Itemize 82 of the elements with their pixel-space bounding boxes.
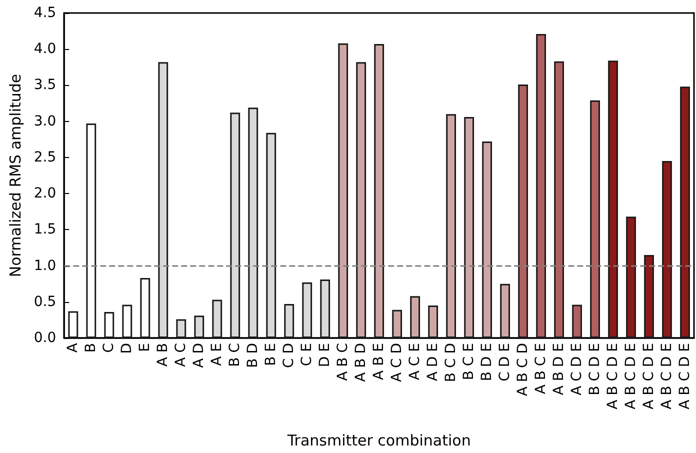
bar xyxy=(590,100,600,338)
bar xyxy=(428,306,438,338)
bar xyxy=(104,312,114,338)
x-tick-label: A D xyxy=(191,343,208,368)
bar xyxy=(122,304,132,338)
y-tick-label: 1.0 xyxy=(34,258,56,274)
x-tick-label: A C D xyxy=(389,343,406,382)
x-tick-label: B xyxy=(83,343,100,353)
bar xyxy=(194,316,204,338)
x-tick-label: A B C E xyxy=(533,343,550,394)
bar xyxy=(536,34,546,338)
bar xyxy=(158,62,168,338)
x-tick-label: A B xyxy=(155,343,172,367)
x-tick-label: C D E xyxy=(497,343,514,382)
bar xyxy=(374,44,384,338)
y-tick-label: 3.0 xyxy=(34,113,56,130)
x-tick-label: B D xyxy=(245,343,262,368)
bar xyxy=(248,108,258,338)
bar xyxy=(464,117,474,338)
bar xyxy=(230,112,240,338)
x-tick-label: B C D xyxy=(443,343,460,382)
bar xyxy=(356,62,366,338)
bar xyxy=(392,310,402,338)
x-tick-label: C xyxy=(101,342,118,353)
bar xyxy=(500,284,510,338)
x-tick-label: A B C D E xyxy=(605,343,622,410)
y-tick-label: 3.5 xyxy=(34,77,56,94)
bar xyxy=(338,43,348,338)
x-tick-label: A B C D E xyxy=(677,343,693,410)
y-tick-label: 4.0 xyxy=(34,41,56,58)
x-tick-label: C E xyxy=(299,343,316,366)
y-axis-title: Normalized RMS amplitude xyxy=(6,74,24,278)
x-tick-label: B C xyxy=(227,342,244,367)
x-tick-label: D E xyxy=(317,343,334,368)
bar xyxy=(446,114,456,338)
bar xyxy=(86,124,96,338)
bar xyxy=(482,142,492,338)
bar xyxy=(410,296,420,338)
x-tick-label: A B C D E xyxy=(623,343,640,410)
x-tick-label: A B C D E xyxy=(641,343,658,410)
bar xyxy=(662,161,672,338)
x-tick-label: A C E xyxy=(407,343,424,380)
bar xyxy=(608,60,618,338)
y-tick-label: 0.5 xyxy=(34,294,56,310)
bar xyxy=(68,311,78,338)
bar xyxy=(176,319,186,338)
bar xyxy=(284,304,294,338)
x-tick-label: A B C D E xyxy=(659,343,676,410)
bar xyxy=(554,61,564,338)
x-tick-label: E xyxy=(137,343,154,352)
y-tick-label: 1.5 xyxy=(34,222,56,238)
x-tick-label: A B D xyxy=(353,343,370,382)
bar xyxy=(212,300,222,338)
bar xyxy=(302,282,312,338)
x-tick-label: A xyxy=(65,342,82,353)
x-tick-label: A B C D xyxy=(515,343,532,396)
bar xyxy=(626,216,636,338)
x-axis-title: Transmitter combination xyxy=(286,432,471,450)
bar xyxy=(680,86,690,338)
bar xyxy=(266,132,276,338)
x-tick-label: A B D E xyxy=(551,343,568,396)
x-tick-label: B C D E xyxy=(587,343,604,396)
x-tick-label: A C xyxy=(173,342,190,367)
y-tick-label: 2.0 xyxy=(34,186,56,202)
x-tick-label: A E xyxy=(209,343,226,366)
y-tick-label: 2.5 xyxy=(34,149,56,166)
bar xyxy=(140,278,150,338)
x-tick-label: A C D E xyxy=(569,343,586,396)
x-tick-label: B C E xyxy=(461,343,478,380)
y-tick-label: 4.5 xyxy=(34,5,56,21)
bar xyxy=(320,280,330,338)
x-tick-label: B D E xyxy=(479,343,496,382)
x-tick-label: A D E xyxy=(425,343,442,382)
x-tick-label: A B C xyxy=(335,342,352,381)
bar xyxy=(644,254,654,338)
x-tick-label: C D xyxy=(281,343,298,368)
y-tick-label: 0.0 xyxy=(34,330,56,346)
x-tick-label: A B E xyxy=(371,343,388,380)
x-tick-label: B E xyxy=(263,343,280,366)
bar xyxy=(572,304,582,338)
bar xyxy=(518,84,528,338)
x-tick-label: D xyxy=(119,343,136,354)
